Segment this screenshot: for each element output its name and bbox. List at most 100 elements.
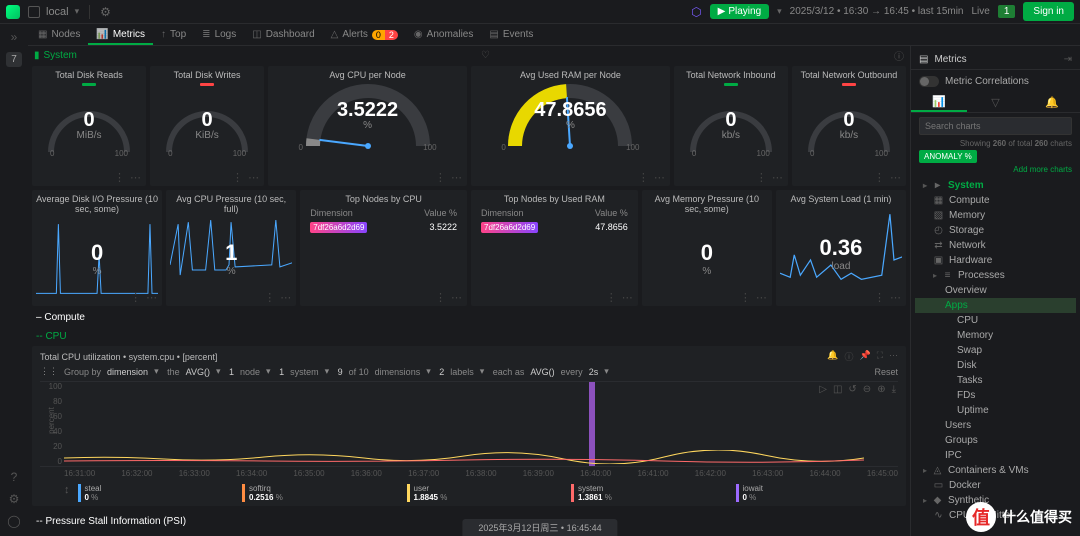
node-name[interactable]: local bbox=[46, 6, 69, 18]
gauge-card[interactable]: Avg CPU per Node 3.5222 % 0100 ⋮ ⋯ bbox=[268, 66, 467, 186]
tree-item[interactable]: IPC bbox=[915, 448, 1076, 463]
tree-item[interactable]: CPU bbox=[915, 313, 1076, 328]
card-menu-icon[interactable]: ⋮ ⋯ bbox=[435, 171, 463, 184]
rail-count[interactable]: 7 bbox=[6, 52, 22, 67]
rp-tab-bell[interactable]: 🔔 bbox=[1024, 93, 1080, 112]
search-input[interactable] bbox=[919, 117, 1072, 135]
mini-card[interactable]: Top Nodes by Used RAM DimensionValue % 7… bbox=[471, 190, 638, 306]
tab-events[interactable]: ▤Events bbox=[481, 24, 541, 45]
mini-card[interactable]: Avg CPU Pressure (10 sec, full) 1 % ⋮ ⋯ bbox=[166, 190, 296, 306]
tree-item[interactable]: Swap bbox=[915, 343, 1076, 358]
card-menu-icon[interactable]: ⋮ ⋯ bbox=[756, 171, 784, 184]
legend-item[interactable]: user1.8845 % bbox=[407, 484, 570, 502]
card-menu-icon[interactable]: ⋮ ⋯ bbox=[740, 291, 768, 304]
heart-icon[interactable]: ♡ bbox=[481, 50, 490, 61]
download-icon[interactable]: ⤓ bbox=[892, 384, 896, 395]
tab-dashboard[interactable]: ◫Dashboard bbox=[244, 24, 322, 45]
tree-item[interactable]: ⇄Network bbox=[915, 238, 1076, 253]
card-menu-icon[interactable]: ⋮ ⋯ bbox=[232, 171, 260, 184]
more-icon[interactable]: ⋯ bbox=[889, 350, 898, 363]
tree-item[interactable]: ▸≡Processes bbox=[915, 268, 1076, 283]
bell-icon[interactable]: 🔔 bbox=[827, 350, 838, 363]
tree-item[interactable]: ▧Memory bbox=[915, 208, 1076, 223]
play-chevron-icon[interactable]: ▾ bbox=[777, 6, 782, 17]
mini-card[interactable]: Top Nodes by CPU DimensionValue % 7df26a… bbox=[300, 190, 467, 306]
reset-button[interactable]: Reset bbox=[874, 367, 898, 377]
tab-logs[interactable]: ≣Logs bbox=[194, 24, 244, 45]
user-icon[interactable]: ◯ bbox=[7, 514, 20, 528]
tab-alerts[interactable]: △Alerts 02 bbox=[323, 24, 406, 45]
play-button[interactable]: ▶ Playing bbox=[710, 4, 770, 19]
legend-item[interactable]: iowait0 % bbox=[736, 484, 899, 502]
tree-item[interactable]: ◴Storage bbox=[915, 223, 1076, 238]
tab-nodes[interactable]: ▦Nodes bbox=[30, 24, 88, 45]
tree-item[interactable]: Disk bbox=[915, 358, 1076, 373]
card-menu-icon[interactable]: ⋮ ⋯ bbox=[874, 171, 902, 184]
gauge-svg-wrap: 3.5222 % 0100 bbox=[293, 82, 443, 152]
tree-item[interactable]: Tasks bbox=[915, 373, 1076, 388]
gauge-card[interactable]: Total Disk Writes 0 KiB/s 0100 ⋮ ⋯ bbox=[150, 66, 264, 186]
chevron-down-icon[interactable]: ▾ bbox=[75, 6, 80, 17]
dimension-badge[interactable]: 7df26a6d2d69 bbox=[310, 222, 367, 233]
help-icon[interactable]: ? bbox=[11, 470, 18, 484]
tab-top[interactable]: ↑Top bbox=[153, 24, 194, 45]
cpu-chart[interactable]: 100806040200 ▷ ◫ ↺ ⊖ ⊕ ⤓ percent bbox=[40, 381, 898, 467]
tree-item[interactable]: ▭Docker bbox=[915, 478, 1076, 493]
card-menu-icon[interactable]: ⋮ ⋯ bbox=[130, 291, 158, 304]
gauge-card[interactable]: Total Network Inbound 0 kb/s 0100 ⋮ ⋯ bbox=[674, 66, 788, 186]
play2-icon[interactable]: ▷ bbox=[819, 384, 827, 395]
mini-card[interactable]: Avg Memory Pressure (10 sec, some) 0 % ⋮… bbox=[642, 190, 772, 306]
reset-zoom-icon[interactable]: ↺ bbox=[848, 384, 856, 395]
panels-icon[interactable]: ◫ bbox=[833, 384, 842, 395]
card-menu-icon[interactable]: ⋮ ⋯ bbox=[435, 291, 463, 304]
rp-tab-chart[interactable]: 📊 bbox=[911, 93, 967, 112]
legend-item[interactable]: steal0 % bbox=[78, 484, 241, 502]
tree-item[interactable]: ▸▸System bbox=[915, 178, 1076, 193]
card-menu-icon[interactable]: ⋮ ⋯ bbox=[606, 291, 634, 304]
legend-item[interactable]: system1.3861 % bbox=[571, 484, 734, 502]
info2-icon[interactable]: ⓘ bbox=[844, 350, 853, 363]
node-count-badge[interactable]: 1 bbox=[998, 5, 1016, 18]
legend-item[interactable]: softirq0.2516 % bbox=[242, 484, 405, 502]
settings-icon[interactable]: ⚙ bbox=[9, 492, 20, 506]
anomaly-badge[interactable]: ANOMALY % bbox=[919, 150, 977, 163]
card-menu-icon[interactable]: ⋮ ⋯ bbox=[264, 291, 292, 304]
tab-anomalies[interactable]: ◉Anomalies bbox=[406, 24, 481, 45]
tree-item[interactable]: Users bbox=[915, 418, 1076, 433]
card-menu-icon[interactable]: ⋮ ⋯ bbox=[638, 171, 666, 184]
hex-icon[interactable]: ⬡ bbox=[691, 5, 701, 19]
gauge-card[interactable]: Avg Used RAM per Node 47.8656 % 0100 ⋮ ⋯ bbox=[471, 66, 670, 186]
tree-item[interactable]: Overview bbox=[915, 283, 1076, 298]
pin-icon[interactable]: 📌 bbox=[859, 350, 870, 363]
tree-item[interactable]: Apps bbox=[915, 298, 1076, 313]
rp-tab-filter[interactable]: ▽ bbox=[967, 93, 1023, 112]
tab-metrics[interactable]: 📊Metrics bbox=[88, 24, 153, 45]
signin-button[interactable]: Sign in bbox=[1023, 2, 1074, 21]
legend-sort-icon[interactable]: ↕ bbox=[64, 484, 70, 502]
zoom-in-icon[interactable]: ⊕ bbox=[877, 384, 885, 395]
zoom-out-icon[interactable]: ⊖ bbox=[863, 384, 871, 395]
card-menu-icon[interactable]: ⋮ ⋯ bbox=[114, 171, 142, 184]
mini-card[interactable]: Average Disk I/O Pressure (10 sec, some)… bbox=[32, 190, 162, 306]
card-menu-icon[interactable]: ⋮ ⋯ bbox=[874, 291, 902, 304]
tree-item[interactable]: Groups bbox=[915, 433, 1076, 448]
expand2-icon[interactable]: ⛶ bbox=[877, 350, 883, 363]
tree-item[interactable]: Memory bbox=[915, 328, 1076, 343]
gauge-card[interactable]: Total Network Outbound 0 kb/s 0100 ⋮ ⋯ bbox=[792, 66, 906, 186]
info-icon[interactable]: ⓘ bbox=[894, 48, 904, 63]
mini-card[interactable]: Avg System Load (1 min) 0.36 load ⋮ ⋯ bbox=[776, 190, 906, 306]
tree-item[interactable]: Uptime bbox=[915, 403, 1076, 418]
rp-add-more[interactable]: Add more charts bbox=[911, 165, 1080, 174]
tree-item[interactable]: ▸◬Containers & VMs bbox=[915, 463, 1076, 478]
metric-corr-toggle[interactable] bbox=[919, 76, 939, 87]
collapse-icon[interactable]: ⇥ bbox=[1064, 54, 1072, 65]
expand-icon[interactable]: » bbox=[11, 30, 18, 44]
time-range[interactable]: 2025/3/12 • 16:30 → 16:45 • last 15min bbox=[790, 6, 964, 17]
gear-icon[interactable]: ⚙ bbox=[100, 5, 111, 19]
gauge-card[interactable]: Total Disk Reads 0 MiB/s 0100 ⋮ ⋯ bbox=[32, 66, 146, 186]
tree-item[interactable]: ▦Compute bbox=[915, 193, 1076, 208]
tree-item[interactable]: ▣Hardware bbox=[915, 253, 1076, 268]
mini-body: 1 % bbox=[170, 214, 292, 302]
dimension-badge[interactable]: 7df26a6d2d69 bbox=[481, 222, 538, 233]
tree-item[interactable]: FDs bbox=[915, 388, 1076, 403]
